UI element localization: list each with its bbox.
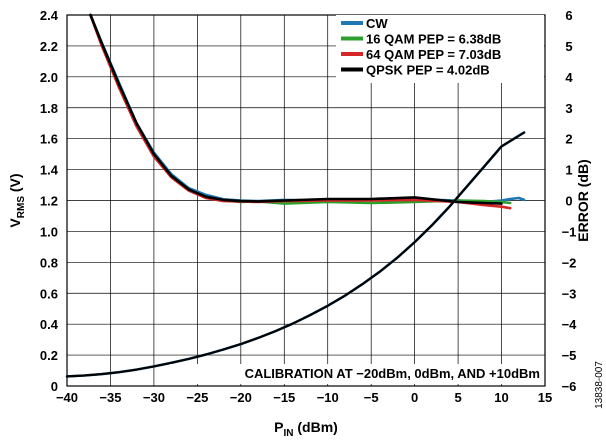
y-left-tick-label: 1.4: [40, 163, 59, 178]
y-right-tick-label: −2: [562, 255, 577, 270]
y-left-tick-label: 2.2: [40, 39, 58, 54]
x-tick-label: −15: [273, 390, 295, 405]
y-left-tick-label: 1.0: [40, 224, 58, 239]
x-tick-label: −30: [143, 390, 165, 405]
error-series-line: [89, 13, 503, 205]
legend-label: CW: [366, 16, 388, 31]
annotation-background: [170, 364, 544, 384]
y-right-tick-label: 1: [565, 163, 572, 178]
x-tick-label: 5: [454, 390, 461, 405]
y-right-tick-label: −3: [562, 286, 577, 301]
y-left-tick-label: 1.2: [40, 194, 58, 209]
calibration-annotation: CALIBRATION AT −20dBm, 0dBm, AND +10dBm: [245, 366, 540, 381]
legend-label: 64 QAM PEP = 7.03dB: [366, 47, 501, 62]
tick-labels: −40 −35 −30 −25 −20 −15 −10 −5 0 5 10 1500.20.40.60…: [40, 8, 577, 405]
series-group: [65, 13, 526, 378]
x-axis-label-unit: (dBm): [294, 419, 338, 435]
x-tick-label: −35: [99, 390, 121, 405]
vrms-series-line-overlay: [65, 131, 526, 378]
y-axis-right-label: ERROR (dB): [575, 159, 591, 241]
y-right-tick-label: −6: [562, 379, 577, 394]
y-axis-left-label: VRMS (V): [7, 173, 27, 227]
y-right-tick-label: 5: [565, 39, 572, 54]
x-axis-label-sub: IN: [284, 428, 294, 439]
legend-background: [336, 15, 544, 83]
x-tick-label: −10: [317, 390, 339, 405]
y-axis-left-label-sub: RMS: [16, 196, 27, 219]
y-right-tick-label: 4: [565, 70, 573, 85]
vrms-series-line: [65, 131, 526, 378]
y-left-tick-label: 1.6: [40, 132, 58, 147]
x-tick-label: −40: [56, 390, 78, 405]
y-right-tick-label: 0: [565, 194, 572, 209]
y-right-tick-label: 6: [565, 8, 572, 23]
legend-label: 16 QAM PEP = 6.38dB: [366, 32, 501, 47]
x-axis-label-base: P: [274, 419, 283, 435]
y-right-tick-label: −4: [562, 317, 578, 332]
y-left-tick-label: 0.4: [40, 317, 59, 332]
y-left-tick-label: 0.2: [40, 348, 58, 363]
y-left-tick-label: 0: [51, 379, 58, 394]
y-axis-left-label-unit: (V): [7, 173, 23, 196]
y-left-tick-label: 2.4: [40, 8, 59, 23]
legend-label: QPSK PEP = 4.02dB: [366, 63, 490, 78]
x-tick-label: 0: [411, 390, 418, 405]
x-tick-label: 10: [494, 390, 508, 405]
plot-frame: [66, 14, 546, 387]
x-tick-label: −5: [364, 390, 379, 405]
y-left-tick-label: 2.0: [40, 70, 58, 85]
y-left-tick-label: 1.8: [40, 101, 58, 116]
x-tick-label: 15: [538, 390, 552, 405]
y-right-tick-label: 3: [565, 101, 572, 116]
x-tick-label: −20: [230, 390, 252, 405]
y-right-tick-label: −1: [562, 224, 577, 239]
x-tick-label: −25: [186, 390, 208, 405]
y-axis-left-label-base: V: [7, 218, 23, 228]
x-axis-label: PIN (dBm): [274, 419, 338, 439]
y-left-tick-label: 0.6: [40, 286, 58, 301]
y-right-tick-label: −5: [562, 348, 577, 363]
y-left-tick-label: 0.8: [40, 255, 58, 270]
figure-id: 13838-007: [594, 361, 605, 409]
y-right-tick-label: 2: [565, 132, 572, 147]
